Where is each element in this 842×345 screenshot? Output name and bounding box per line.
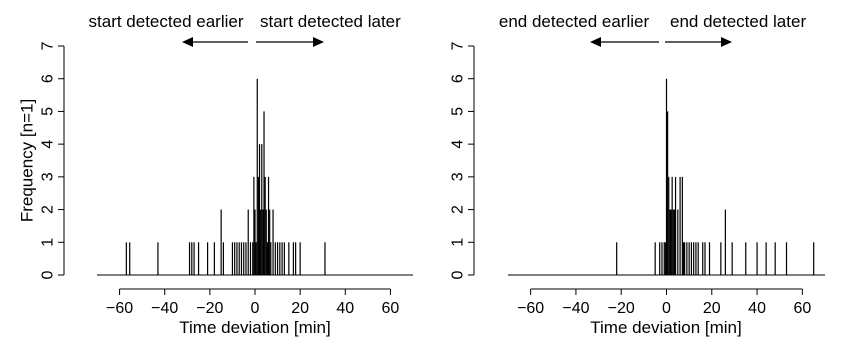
x-tick-label: −20 bbox=[196, 300, 223, 317]
annotation-earlier: start detected earlier bbox=[89, 12, 244, 31]
x-tick-label: −40 bbox=[151, 300, 178, 317]
arrow-right-head bbox=[313, 37, 324, 47]
y-tick-label: 2 bbox=[40, 205, 57, 214]
x-tick-label: 40 bbox=[336, 300, 354, 317]
x-tick-label: 0 bbox=[251, 300, 260, 317]
y-tick-label: 3 bbox=[40, 172, 57, 181]
x-tick-label: 60 bbox=[793, 300, 811, 317]
end-deviation-panel: 0 1 2 3 4 5 6 7 −60 −40 −20 0 20 40 60 Time deviation [… bbox=[450, 12, 825, 337]
x-tick-label: 20 bbox=[703, 300, 721, 317]
annotation-later: start detected later bbox=[260, 12, 401, 31]
x-tick-label: −60 bbox=[106, 300, 133, 317]
y-tick-label: 6 bbox=[40, 74, 57, 83]
y-tick-label: 1 bbox=[40, 238, 57, 247]
x-tick-label: 20 bbox=[291, 300, 309, 317]
y-tick-label: 5 bbox=[40, 107, 57, 116]
x-axis-title: Time deviation [min] bbox=[590, 318, 741, 337]
x-tick-label: −40 bbox=[562, 300, 589, 317]
y-tick-label: 4 bbox=[450, 140, 467, 149]
y-tick-label: 5 bbox=[450, 107, 467, 116]
start-deviation-panel: 0 1 2 3 4 5 6 7 −60 −40 −20 0 20 40 60 Time deviation [… bbox=[18, 12, 413, 337]
y-tick-label: 4 bbox=[40, 140, 57, 149]
y-tick-label: 3 bbox=[450, 172, 467, 181]
x-tick-label: 60 bbox=[382, 300, 400, 317]
y-axis-title: Frequency [n=1] bbox=[18, 99, 37, 222]
arrow-right-head bbox=[721, 37, 732, 47]
y-tick-label: 6 bbox=[450, 74, 467, 83]
y-tick-label: 1 bbox=[450, 238, 467, 247]
x-tick-label: 40 bbox=[748, 300, 766, 317]
x-tick-label: −20 bbox=[608, 300, 635, 317]
x-tick-label: −60 bbox=[517, 300, 544, 317]
y-tick-label: 7 bbox=[40, 41, 57, 50]
y-tick-label: 7 bbox=[450, 41, 467, 50]
annotation-earlier: end detected earlier bbox=[499, 12, 650, 31]
y-tick-label: 0 bbox=[450, 270, 467, 279]
arrow-left-head bbox=[590, 37, 601, 47]
x-axis-title: Time deviation [min] bbox=[179, 318, 330, 337]
x-tick-label: 0 bbox=[662, 300, 671, 317]
annotation-later: end detected later bbox=[670, 12, 806, 31]
y-tick-label: 2 bbox=[450, 205, 467, 214]
y-tick-label: 0 bbox=[40, 270, 57, 279]
arrow-left-head bbox=[182, 37, 193, 47]
